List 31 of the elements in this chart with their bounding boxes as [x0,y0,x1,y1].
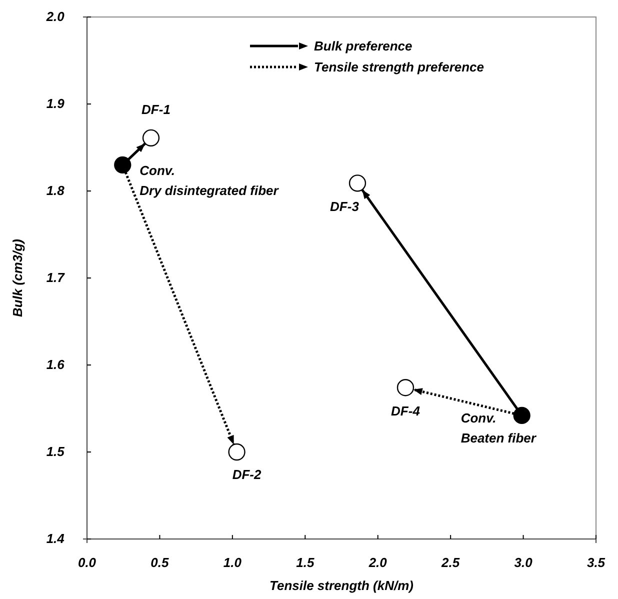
point [513,406,530,424]
x-tick-label: 0.0 [78,554,97,570]
y-tick-label: 2.0 [45,9,66,24]
y-tick-label: 1.7 [46,270,66,286]
y-tick-label: 1.9 [46,96,66,112]
y-axis-title: Bulk (cm3/g) [10,238,25,318]
x-tick-label: 3.0 [514,554,534,570]
x-tick-label: 3.5 [586,554,606,570]
x-tick-label: 2.0 [368,554,388,570]
point [348,174,366,192]
point [228,443,246,461]
annotation: Conv. Dry disintegrated fiber [140,162,280,198]
point [114,156,132,174]
annotation: DF-2 [232,467,262,482]
annotation: DF-4 [391,404,421,419]
x-tick-label: 2.5 [440,554,460,570]
point [142,129,160,146]
point [396,379,414,396]
y-tick-label: 1.5 [46,444,66,460]
annotation: DF-1 [142,102,170,117]
x-axis-title: Tensile strength (kN/m) [270,578,414,593]
y-tick-label: 1.4 [46,531,66,546]
y-tick-label: 1.6 [46,357,66,372]
annotation: DF-3 [330,199,360,214]
legend-label: Bulk preference [314,38,412,54]
y-tick-label: 1.8 [46,183,66,198]
annotation: Conv. Beaten fiber [460,410,537,446]
legend-label: Tensile strength preference [314,60,484,74]
x-tick-label: 1.0 [223,554,242,570]
x-tick-label: 0.5 [150,554,170,570]
x-tick-label: 1.5 [296,554,315,570]
